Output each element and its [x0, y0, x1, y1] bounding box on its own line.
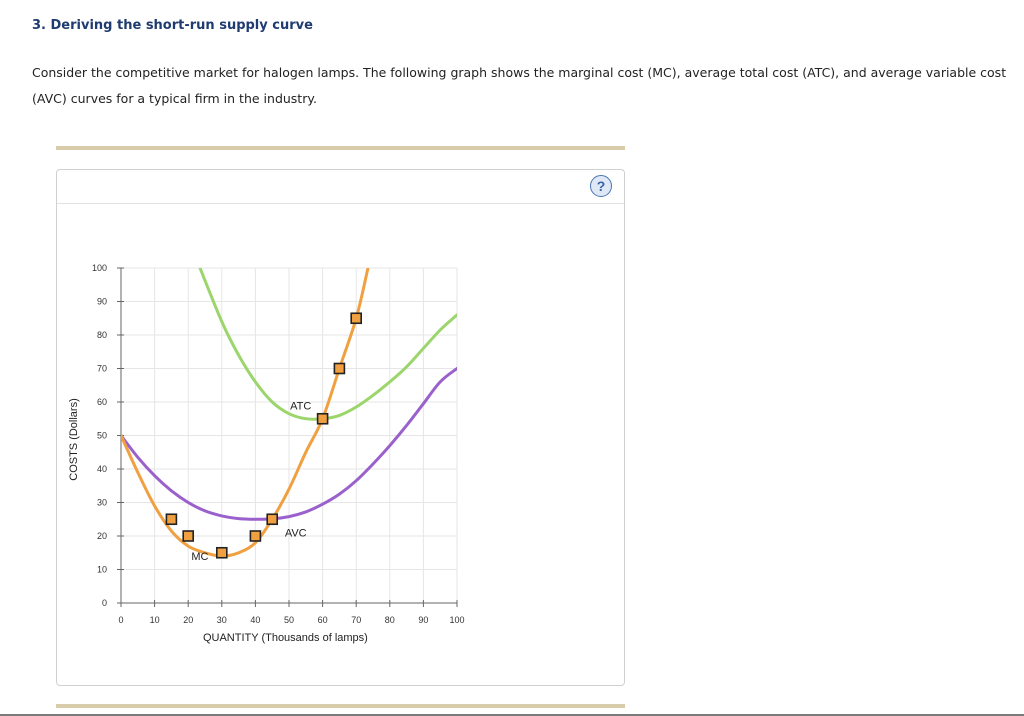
x-tick-label-70: 70: [351, 615, 361, 625]
mc-marker-8: [350, 312, 363, 325]
curve-label-mc: MC: [191, 551, 208, 563]
x-tick-label-0: 0: [118, 615, 123, 625]
question-intro: Consider the competitive market for halo…: [32, 65, 1007, 106]
question-heading: 3. Deriving the short-run supply curve: [32, 18, 313, 33]
y-tick-label-60: 60: [97, 397, 107, 407]
top-divider: [56, 146, 625, 150]
x-tick-label-90: 90: [418, 615, 428, 625]
mc-marker-4: [249, 530, 262, 542]
panel-toolbar-divider: [57, 203, 624, 204]
y-tick-label-90: 90: [97, 297, 107, 307]
window-bottom-edge: [0, 714, 1024, 716]
mc-marker-3: [216, 546, 228, 559]
y-tick-label-100: 100: [92, 263, 107, 273]
cost-curves-chart: 0 10 20 30 40 50 60 70 80 90 100 0 10 20 30 40 50 60 70 80 9…: [68, 263, 465, 644]
mc-marker-7: [333, 362, 346, 375]
x-tick-label-30: 30: [217, 615, 227, 625]
mc-marker-2: [182, 530, 194, 542]
y-tick-label-30: 30: [97, 498, 107, 508]
x-tick-label-60: 60: [318, 615, 328, 625]
curve-mc: [121, 268, 370, 558]
help-icon[interactable]: ?: [590, 175, 612, 197]
x-tick-label-10: 10: [150, 615, 160, 625]
y-tick-label-20: 20: [97, 531, 107, 541]
y-tick-label-10: 10: [97, 565, 107, 575]
y-tick-label-50: 50: [97, 431, 107, 441]
mc-marker-5: [266, 513, 278, 526]
y-tick-label-70: 70: [97, 364, 107, 374]
x-tick-label-40: 40: [250, 615, 260, 625]
mc-marker-6: [316, 412, 329, 425]
curve-atc: [198, 268, 457, 421]
y-tick-label-40: 40: [97, 464, 107, 474]
x-tick-label-80: 80: [385, 615, 395, 625]
mc-marker-1: [165, 513, 178, 526]
graph-panel: ? 0 10 20 30 40 50 60 70 80 90 100 0 10 20 30 40 50 60 70 8…: [56, 169, 625, 686]
x-tick-label-100: 100: [449, 615, 464, 625]
bottom-divider: [56, 704, 625, 708]
y-tick-label-0: 0: [102, 598, 107, 608]
x-tick-label-50: 50: [284, 615, 294, 625]
x-tick-label-20: 20: [183, 615, 193, 625]
x-axis-label: QUANTITY (Thousands of lamps): [203, 632, 368, 644]
curve-avc: [121, 367, 457, 521]
y-axis-label: COSTS (Dollars): [68, 398, 80, 481]
y-tick-label-80: 80: [97, 330, 107, 340]
curve-label-avc: AVC: [285, 528, 307, 540]
curve-label-atc: ATC: [290, 400, 311, 412]
